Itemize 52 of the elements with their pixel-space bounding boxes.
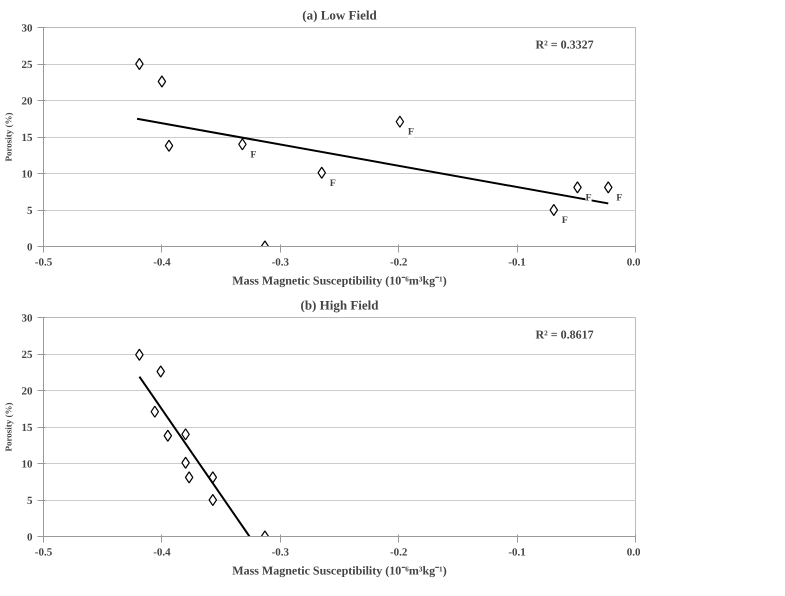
x-tick-label: -0.5 <box>34 546 53 558</box>
y-tick-label: 30 <box>22 22 33 34</box>
x-tick-label: -0.5 <box>34 256 53 268</box>
y-tick-label: 5 <box>27 495 33 507</box>
annotation: F <box>562 215 568 226</box>
point <box>164 430 172 442</box>
point <box>317 166 326 179</box>
annotation: F <box>585 192 592 204</box>
y-tick-label: 0 <box>27 532 33 544</box>
annotation: F <box>250 149 257 160</box>
y-tick-label: 15 <box>22 422 33 434</box>
y-axis-title: Porosity (%) <box>4 402 14 452</box>
point <box>238 138 247 150</box>
y-tick-label: 10 <box>22 168 33 180</box>
annotation: R² = 0.8617 <box>536 328 594 342</box>
point <box>164 140 174 152</box>
x-tick-label: -0.1 <box>508 256 526 268</box>
point <box>150 406 160 418</box>
y-tick-label: 25 <box>22 349 33 361</box>
chart-title: (a) Low Field <box>302 8 378 22</box>
x-axis-title: Mass Magnetic Susceptibility (10⁻⁶m³kg⁻¹) <box>232 564 447 578</box>
annotation: F <box>616 192 622 204</box>
x-tick-label: -0.2 <box>390 546 408 558</box>
y-tick-label: 5 <box>27 205 33 217</box>
point <box>184 471 194 484</box>
x-tick-label: -0.3 <box>272 256 290 268</box>
y-tick-label: 25 <box>22 59 33 71</box>
chart-title: (b) High Field <box>300 298 380 312</box>
point <box>396 116 404 128</box>
x-tick-label: -0.3 <box>272 546 290 558</box>
y-tick-label: 15 <box>22 132 33 144</box>
x-tick-label: -0.2 <box>390 256 408 268</box>
y-tick-label: 10 <box>22 458 33 470</box>
x-tick-label: -0.1 <box>508 546 526 558</box>
annotation: R² = 0.3327 <box>536 38 594 52</box>
point <box>135 348 144 361</box>
x-tick-label: -0.4 <box>153 256 172 268</box>
y-tick-label: 30 <box>22 312 33 324</box>
point <box>604 181 613 194</box>
annotation: F <box>330 178 336 189</box>
y-tick-label: 0 <box>27 242 33 254</box>
point <box>181 428 190 440</box>
x-tick-label: -0.4 <box>153 546 172 558</box>
x-tick-label: 0.0 <box>626 256 641 268</box>
y-tick-label: 20 <box>22 386 33 398</box>
y-axis-title: Porosity (%) <box>4 112 14 162</box>
point <box>573 181 582 194</box>
x-tick-label: 0.0 <box>626 546 641 558</box>
annotation: F <box>408 126 414 138</box>
y-tick-label: 20 <box>22 96 33 108</box>
point <box>181 456 190 469</box>
x-axis-title: Mass Magnetic Susceptibility (10⁻⁶m³kg⁻¹) <box>232 274 447 288</box>
